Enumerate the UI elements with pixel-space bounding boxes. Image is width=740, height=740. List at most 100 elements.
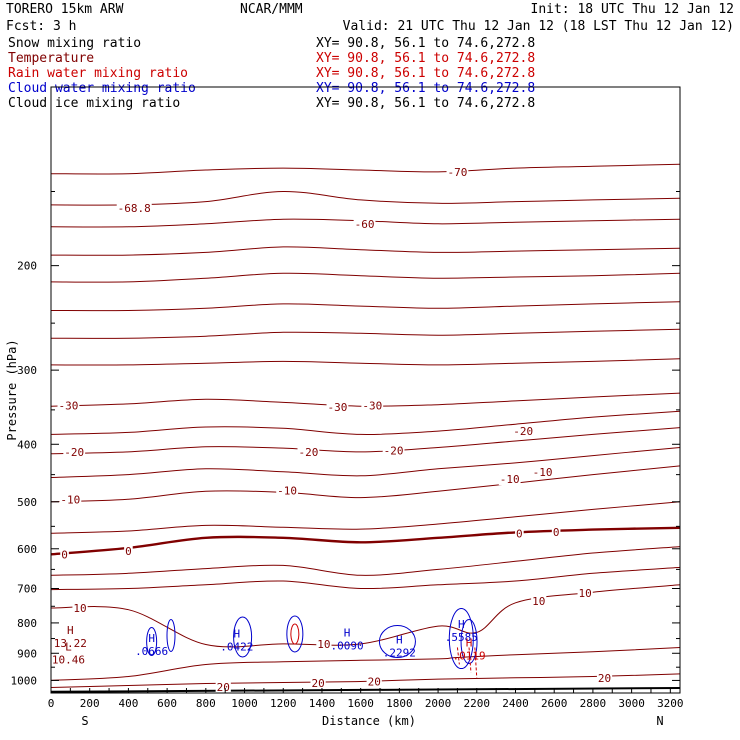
y-tick-label: 500: [17, 496, 37, 509]
legend-xy-temperature: XY= 90.8, 56.1 to 74.6,272.8: [316, 51, 535, 66]
temperature-contour-line: [50, 447, 681, 478]
plot-frame: [50, 86, 681, 694]
contour-label-bg: [551, 525, 561, 538]
y-tick-label: 700: [17, 583, 37, 596]
temperature-contour-label: 10: [579, 587, 592, 600]
temperature-contour-line: [50, 584, 681, 648]
temperature-contour-label: -10: [500, 473, 520, 486]
contour-label-bg: [382, 444, 405, 457]
contour-label-bg: [316, 638, 332, 651]
contour-label-bg: [326, 400, 349, 413]
temperature-contour-label: -30: [58, 399, 78, 412]
y-tick-label: 800: [17, 617, 37, 630]
x-tick-label: 1000: [231, 697, 258, 710]
x-tick-label: 800: [196, 697, 216, 710]
contour-label-bg: [498, 473, 521, 486]
temperature-contour-label: -20: [384, 445, 404, 458]
extremum-value: .2292: [383, 646, 416, 659]
temperature-contour-line: [50, 465, 681, 503]
legend-label-temperature: Temperature: [8, 51, 94, 66]
x-tick-label: 2800: [580, 697, 607, 710]
surface-line: [50, 687, 681, 693]
legend-label-snow: Snow mixing ratio: [8, 36, 141, 51]
contour-label-bg: [366, 675, 382, 688]
x-tick-label: 2400: [502, 697, 529, 710]
temperature-contour-line: [50, 566, 681, 591]
y-tick-label: 200: [17, 260, 37, 273]
x-axis-title: Distance (km): [322, 714, 416, 728]
rain-water-contour: [474, 647, 478, 678]
temperature-contour-label: -20: [513, 425, 533, 438]
forecast-hour: Fcst: 3 h: [6, 19, 76, 34]
contour-label-bg: [446, 165, 469, 178]
center-title: NCAR/MMM: [240, 2, 303, 17]
temperature-contour-line: [50, 526, 681, 556]
temperature-contour-line: [50, 673, 681, 688]
contour-label-bg: [515, 527, 524, 540]
extremum-marker: H: [396, 633, 403, 646]
extremum-marker: H: [466, 636, 473, 649]
endpoint-north: N: [656, 714, 663, 728]
extremum-marker: H: [233, 628, 240, 641]
contour-label-bg: [531, 465, 554, 478]
extremum-value: 10.46: [52, 654, 85, 667]
temperature-contour-line: [50, 163, 681, 175]
temperature-contour-label: 10: [532, 595, 545, 608]
contour-label-bg: [361, 399, 384, 412]
temperature-contour-label: -60: [355, 218, 375, 231]
legend-label-cloud-water: Cloud water mixing ratio: [8, 81, 196, 96]
x-tick-label: 600: [157, 697, 177, 710]
legend-xy-snow: XY= 90.8, 56.1 to 74.6,272.8: [316, 36, 535, 51]
temperature-contour-label: -10: [277, 485, 297, 498]
x-tick-label: 3000: [618, 697, 645, 710]
contour-label-bg: [531, 595, 547, 608]
valid-time: Valid: 21 UTC Thu 12 Jan 12 (18 LST Thu …: [343, 19, 734, 34]
temperature-contour-line: [50, 358, 681, 366]
temperature-contour-label: -20: [298, 446, 318, 459]
contour-label-bg: [215, 680, 231, 693]
x-tick-label: 1800: [386, 697, 413, 710]
mixing-ratio-contour: [286, 615, 304, 653]
temperature-contour-label: -10: [533, 466, 553, 479]
temperature-contour-label: 20: [368, 676, 381, 689]
contour-label-bg: [577, 586, 593, 599]
x-tick-label: 1600: [347, 697, 374, 710]
x-tick-label: 1400: [309, 697, 336, 710]
legend-label-rain: Rain water mixing ratio: [8, 66, 188, 81]
temperature-contour-label: -70: [447, 166, 467, 179]
temperature-contour-line: [50, 190, 681, 206]
temperature-contour-label: 0: [61, 548, 68, 561]
contour-label-bg: [59, 493, 82, 506]
contour-label-bg: [60, 548, 69, 561]
extremum-value: 13.22: [54, 637, 87, 650]
extremum-value: .0422: [220, 641, 253, 654]
temperature-contour-line: [50, 301, 681, 312]
extremum-marker: H: [458, 618, 465, 631]
temperature-contour-label: 0: [125, 545, 132, 558]
extremum-marker: H: [344, 626, 351, 639]
mixing-ratio-contour: [448, 608, 474, 670]
extremum-value: .0666: [135, 645, 168, 658]
extremum-marker: H: [148, 632, 155, 645]
y-tick-label: 600: [17, 543, 37, 556]
x-tick-label: 0: [48, 697, 55, 710]
temperature-contour-line: [50, 546, 681, 576]
y-tick-label: 300: [17, 364, 37, 377]
endpoint-south: S: [81, 714, 88, 728]
temperature-contour-label: 0: [553, 526, 560, 539]
temperature-contour-label: -20: [64, 446, 84, 459]
y-axis-title: Pressure (hPa): [5, 339, 19, 440]
extremum-marker: H: [67, 624, 74, 637]
contour-label-bg: [297, 445, 320, 458]
temperature-contour-line: [50, 392, 681, 407]
y-tick-label: 1000: [11, 674, 38, 687]
y-tick-label: 400: [17, 438, 37, 451]
temperature-contour-line: [50, 427, 681, 455]
mixing-ratio-contour: [460, 619, 478, 665]
temperature-contour-label: 20: [311, 677, 324, 690]
y-tick-label: 900: [17, 647, 37, 660]
contour-label-bg: [72, 601, 88, 614]
legend-xy-cloud-ice: XY= 90.8, 56.1 to 74.6,272.8: [316, 96, 535, 111]
x-tick-label: 2200: [464, 697, 491, 710]
